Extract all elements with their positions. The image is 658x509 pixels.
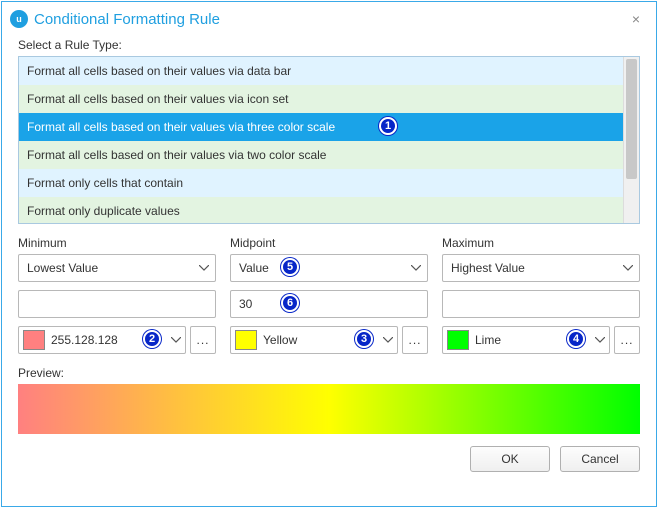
dialog-window: u Conditional Formatting Rule × Select a…: [1, 1, 657, 507]
midpoint-color-row: Yellow 3 ...: [230, 326, 428, 354]
maximum-value-input[interactable]: [442, 290, 640, 318]
midpoint-color-more-button[interactable]: ...: [402, 326, 428, 354]
chevron-down-icon: [383, 337, 393, 343]
ellipsis-icon: ...: [196, 333, 209, 347]
maximum-type-dropdown[interactable]: Highest Value: [442, 254, 640, 282]
minimum-value-input[interactable]: [18, 290, 216, 318]
midpoint-type-value: Value: [239, 261, 411, 275]
title-bar: u Conditional Formatting Rule ×: [2, 2, 656, 36]
callout-1: 1: [379, 117, 397, 135]
rule-type-item[interactable]: Format all cells based on their values v…: [19, 85, 623, 113]
minimum-type-dropdown[interactable]: Lowest Value: [18, 254, 216, 282]
chevron-down-icon: [623, 265, 633, 271]
midpoint-color-swatch: [235, 330, 257, 350]
callout-5: 5: [281, 258, 299, 276]
preview-gradient: [18, 384, 640, 434]
column-midpoint: Midpoint Value 5 30 6 Yellow 3: [230, 236, 428, 354]
midpoint-value-text: 30: [239, 297, 252, 311]
cancel-button-label: Cancel: [581, 452, 618, 466]
scrollbar-thumb[interactable]: [626, 59, 637, 179]
minimum-type-value: Lowest Value: [27, 261, 199, 275]
maximum-color-more-button[interactable]: ...: [614, 326, 640, 354]
maximum-label: Maximum: [442, 236, 640, 250]
column-maximum: Maximum Highest Value Lime 4 ...: [442, 236, 640, 354]
minimum-color-more-button[interactable]: ...: [190, 326, 216, 354]
chevron-down-icon: [595, 337, 605, 343]
ellipsis-icon: ...: [408, 333, 421, 347]
rule-type-item[interactable]: Format all cells based on their values v…: [19, 141, 623, 169]
app-logo-icon: u: [10, 10, 28, 28]
rule-type-item-label: Format all cells based on their values v…: [27, 64, 291, 78]
ellipsis-icon: ...: [620, 333, 633, 347]
ok-button-label: OK: [501, 452, 518, 466]
rule-type-item-label: Format all cells based on their values v…: [27, 148, 326, 162]
midpoint-label: Midpoint: [230, 236, 428, 250]
rule-type-item[interactable]: Format all cells based on their values v…: [19, 57, 623, 85]
chevron-down-icon: [199, 265, 209, 271]
midpoint-type-dropdown[interactable]: Value 5: [230, 254, 428, 282]
rule-type-scrollbar[interactable]: [623, 57, 639, 223]
callout-4: 4: [567, 330, 585, 348]
midpoint-color-picker[interactable]: Yellow 3: [230, 326, 398, 354]
dialog-button-bar: OK Cancel: [18, 446, 640, 472]
minimum-label: Minimum: [18, 236, 216, 250]
minimum-color-row: 255.128.128 2 ...: [18, 326, 216, 354]
rule-type-list: Format all cells based on their values v…: [18, 56, 640, 224]
maximum-type-value: Highest Value: [451, 261, 623, 275]
midpoint-value-input[interactable]: 30 6: [230, 290, 428, 318]
callout-6: 6: [281, 294, 299, 312]
close-icon: ×: [632, 11, 640, 27]
ok-button[interactable]: OK: [470, 446, 550, 472]
callout-3: 3: [355, 330, 373, 348]
cancel-button[interactable]: Cancel: [560, 446, 640, 472]
preview-label: Preview:: [18, 366, 640, 380]
rule-type-item-label: Format only duplicate values: [27, 204, 180, 218]
rule-type-item[interactable]: Format only cells that contain: [19, 169, 623, 197]
column-minimum: Minimum Lowest Value 255.128.128 2 ...: [18, 236, 216, 354]
close-button[interactable]: ×: [626, 9, 646, 29]
window-title: Conditional Formatting Rule: [34, 11, 220, 28]
rule-type-item-label: Format all cells based on their values v…: [27, 92, 288, 106]
minimum-color-swatch: [23, 330, 45, 350]
rule-type-item-label: Format all cells based on their values v…: [27, 120, 335, 134]
callout-2: 2: [143, 330, 161, 348]
chevron-down-icon: [411, 265, 421, 271]
maximum-color-row: Lime 4 ...: [442, 326, 640, 354]
minimum-color-picker[interactable]: 255.128.128 2: [18, 326, 186, 354]
scale-columns: Minimum Lowest Value 255.128.128 2 ...: [18, 236, 640, 354]
maximum-color-picker[interactable]: Lime 4: [442, 326, 610, 354]
maximum-color-swatch: [447, 330, 469, 350]
rule-type-item-label: Format only cells that contain: [27, 176, 183, 190]
rule-type-list-inner: Format all cells based on their values v…: [19, 57, 623, 223]
chevron-down-icon: [171, 337, 181, 343]
rule-type-label: Select a Rule Type:: [18, 38, 640, 52]
rule-type-item-selected[interactable]: Format all cells based on their values v…: [19, 113, 623, 141]
rule-type-item[interactable]: Format only duplicate values: [19, 197, 623, 223]
dialog-content: Select a Rule Type: Format all cells bas…: [2, 38, 656, 484]
